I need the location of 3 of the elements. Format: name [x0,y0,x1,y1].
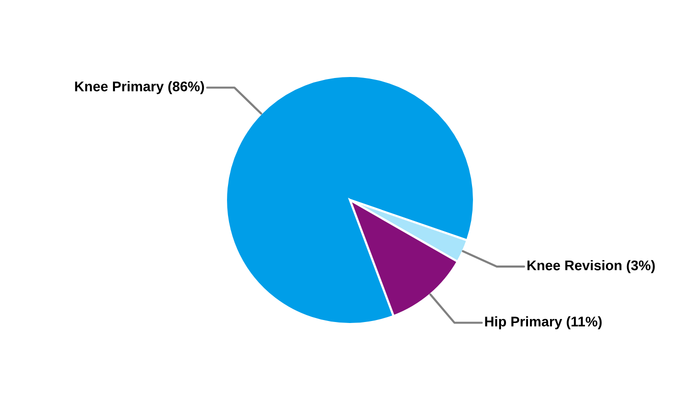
slice-label: Knee Revision (3%) [527,260,655,274]
slice-label: Knee Primary (86%) [75,81,204,94]
slice-label: Hip Primary (11%) [485,316,602,330]
